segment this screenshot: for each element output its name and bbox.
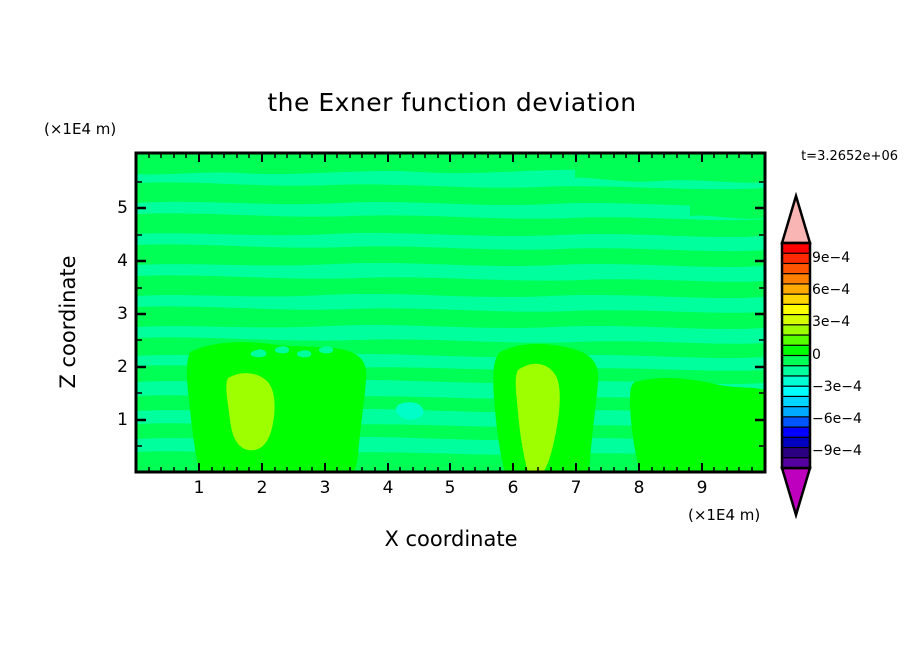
colorbar-band [781,334,811,347]
colorbar-tick-label: −3e−4 [812,379,862,395]
x-axis-units-label: (×1E4 m) [688,506,761,524]
y-tick-label: 4 [117,251,128,271]
colorbar-band [781,252,811,265]
y-tick-label: 3 [117,304,128,324]
colorbar-band [781,283,811,296]
colorbar-tick-label: 6e−4 [812,282,851,298]
y-axis-ticks [136,206,765,422]
x-tick-label: 5 [444,478,456,498]
x-tick-label: 3 [319,478,331,498]
colorbar-tick-label: −6e−4 [812,411,862,427]
x-axis-title: X coordinate [384,527,518,551]
colorbar-band [781,395,811,408]
x-tick-label: 8 [633,478,645,498]
page-title: the Exner function deviation [267,88,637,117]
x-tick-label: 2 [256,478,268,498]
colorbar-tick-label: 9e−4 [812,250,851,266]
colorbar-band [781,303,811,316]
colorbar-band [781,436,811,449]
y-axis-units-label: (×1E4 m) [44,120,117,138]
x-tick-label: 7 [570,478,582,498]
colorbar-band [781,416,811,429]
colorbar [780,191,812,520]
colorbar-band [781,293,811,306]
colorbar-band [781,446,811,459]
colorbar-band [781,273,811,285]
colorbar-band [781,324,811,337]
contour-field [136,153,765,472]
x-tick-label: 9 [696,478,708,498]
colorbar-band [781,385,811,398]
x-axis-ticks [198,153,703,472]
y-tick-label: 5 [117,198,128,218]
colorbar-band [781,354,811,367]
colorbar-band [781,242,811,255]
x-tick-label: 4 [382,478,394,498]
y-tick-label: 2 [117,357,128,377]
colorbar-band [781,262,811,275]
colorbar-band [781,313,811,326]
colorbar-tick-label: −9e−4 [812,443,862,459]
x-tick-label: 1 [193,478,205,498]
timestamp-annotation: t=3.2652e+06 [801,149,898,164]
y-axis-minor-ticks [136,181,765,447]
x-axis-minor-ticks [148,153,753,472]
colorbar-band [781,365,811,377]
colorbar-band [781,344,811,357]
colorbar-band [781,375,811,388]
colorbar-tick-label: 0 [812,347,821,363]
colorbar-tick-label: 3e−4 [812,314,851,330]
colorbar-band [781,426,811,439]
y-tick-label: 1 [117,410,128,430]
x-tick-label: 6 [507,478,519,498]
colorbar-band [781,406,811,418]
